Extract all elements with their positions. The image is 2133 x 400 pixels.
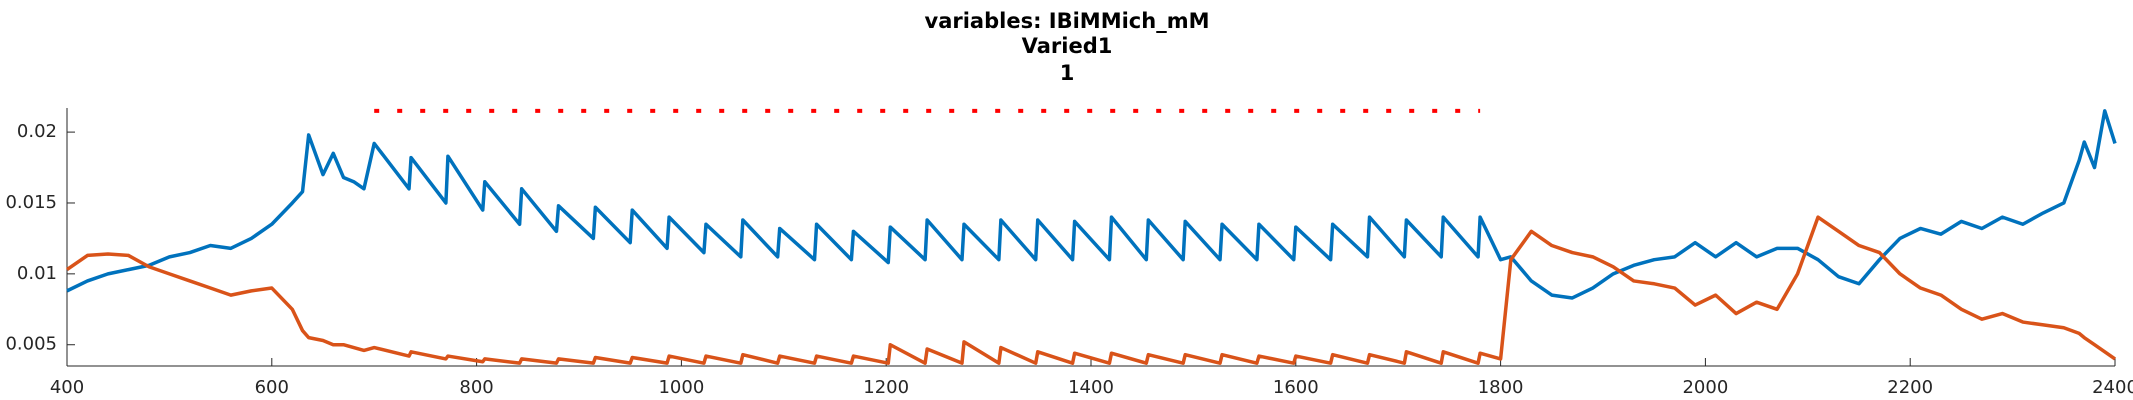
y-tick-label: 0.005 bbox=[5, 334, 57, 355]
chart-subtitle: Varied1 bbox=[1022, 34, 1113, 58]
data-line bbox=[66, 109, 2117, 300]
x-tick-label: 1000 bbox=[658, 377, 704, 398]
y-tick-label: 0.01 bbox=[17, 263, 57, 284]
x-tick-label: 2400 bbox=[2092, 377, 2133, 398]
y-tick-label: 0.015 bbox=[5, 192, 57, 213]
x-tick-label: 1400 bbox=[1068, 377, 1114, 398]
x-tick-label: 1800 bbox=[1478, 377, 1524, 398]
chart-title: variables: IBiMMich_mM bbox=[925, 9, 1210, 33]
x-tick-label: 2000 bbox=[1682, 377, 1728, 398]
data-line bbox=[66, 215, 2116, 365]
x-tick-label: 600 bbox=[255, 377, 289, 398]
chart-subtitle: 1 bbox=[1060, 61, 1075, 85]
x-tick-label: 1600 bbox=[1273, 377, 1319, 398]
x-tick-label: 1200 bbox=[863, 377, 909, 398]
x-tick-label: 2200 bbox=[1887, 377, 1933, 398]
x-tick-label: 400 bbox=[50, 377, 84, 398]
y-tick-label: 0.02 bbox=[17, 121, 57, 142]
x-tick-label: 800 bbox=[459, 377, 493, 398]
